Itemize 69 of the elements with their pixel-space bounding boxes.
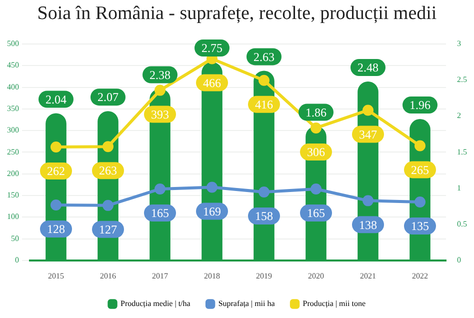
point (102, 200, 114, 211)
data-label: 416 (255, 98, 273, 112)
point (154, 183, 166, 194)
data-label: 165 (307, 206, 325, 220)
y-tick-label: 250 (7, 147, 19, 156)
y2-tick-label: 3 (457, 39, 461, 48)
data-label: 2.75 (202, 41, 222, 56)
data-label: 1.86 (306, 105, 326, 120)
data-label: 2.07 (98, 90, 118, 104)
x-tick-label: 2019 (256, 271, 272, 280)
data-label: 2.63 (254, 50, 274, 64)
y2-tick-label: 1.5 (457, 147, 467, 156)
point (414, 140, 426, 152)
point (310, 183, 322, 194)
y-tick-label: 150 (7, 190, 19, 200)
data-label: 347 (359, 127, 377, 142)
y-tick-label: 50 (11, 234, 19, 243)
data-label: 306 (307, 145, 325, 160)
legend-label: Suprafața | mii ha (218, 299, 276, 308)
data-label: 263 (99, 164, 117, 178)
y-tick-label: 500 (7, 39, 19, 48)
y-tick-label: 100 (7, 212, 19, 222)
point (310, 122, 322, 134)
x-tick-label: 2017 (152, 271, 168, 280)
data-label: 128 (47, 222, 65, 236)
x-tick-label: 2020 (308, 271, 324, 280)
y-tick-label: 300 (7, 126, 19, 135)
data-label: 265 (411, 162, 429, 177)
point (154, 84, 166, 96)
legend-label: Producția medie | t/ha (120, 299, 191, 308)
data-label: 262 (47, 164, 65, 178)
data-label: 165 (151, 206, 169, 220)
x-tick-label: 2021 (360, 271, 376, 280)
data-label: 2.04 (46, 92, 66, 106)
legend-label: Producția | mii tone (302, 299, 366, 308)
y2-tick-label: 1 (457, 183, 461, 192)
x-tick-label: 2022 (412, 271, 428, 280)
x-tick-label: 2018 (204, 271, 220, 280)
data-label: 2.48 (358, 60, 378, 75)
data-label: 1.96 (410, 98, 430, 112)
point (50, 142, 62, 153)
data-label: 2.38 (150, 68, 170, 82)
data-label: 393 (151, 107, 169, 122)
chart-title: Soia în România - suprafețe, recolte, producții medii (36, 2, 438, 26)
point (362, 195, 374, 206)
point (362, 104, 374, 116)
data-label: 138 (359, 218, 377, 232)
point (102, 141, 114, 152)
y-tick-label: 350 (7, 104, 19, 114)
data-label: 169 (203, 204, 221, 218)
y-tick-label: 450 (7, 60, 19, 70)
y2-tick-label: 2.5 (457, 75, 467, 84)
x-tick-label: 2015 (48, 271, 64, 280)
x-tick-label: 2016 (100, 271, 116, 280)
y2-tick-label: 0.5 (457, 219, 467, 228)
y-tick-label: 400 (7, 82, 19, 92)
data-label: 127 (99, 222, 117, 237)
point (414, 196, 426, 208)
y2-tick-label: 0 (457, 255, 461, 264)
data-label: 158 (255, 209, 273, 224)
y-tick-label: 200 (7, 168, 19, 178)
data-label: 135 (411, 219, 429, 234)
point (50, 200, 62, 210)
point (258, 74, 270, 86)
y-tick-label: 0 (15, 255, 19, 264)
point (206, 182, 218, 193)
data-label: 466 (203, 76, 221, 90)
y2-tick-label: 2 (457, 111, 461, 120)
point (258, 186, 270, 198)
